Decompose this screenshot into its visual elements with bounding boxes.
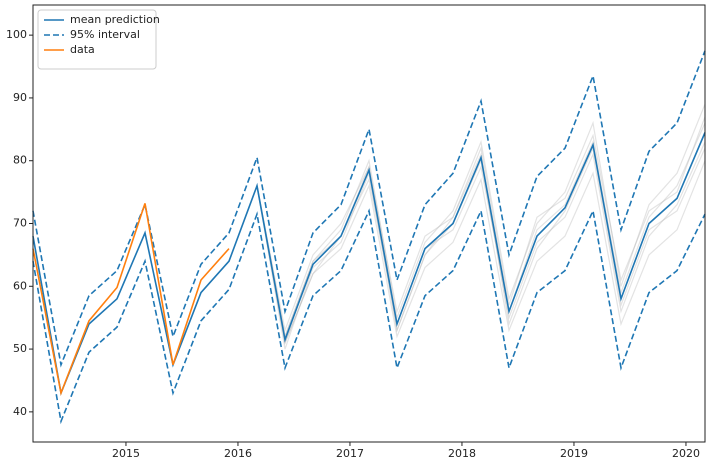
y-tick-label: 100: [6, 28, 27, 41]
x-tick-label: 2018: [448, 447, 476, 460]
y-tick-label: 50: [13, 342, 27, 355]
sample-path: [256, 146, 706, 345]
x-tick-label: 2020: [672, 447, 700, 460]
sample-path: [256, 160, 706, 345]
sample-path: [256, 141, 706, 350]
y-tick-label: 40: [13, 405, 27, 418]
y-tick-label: 90: [13, 91, 27, 104]
y-tick-label: 80: [13, 154, 27, 167]
x-tick-label: 2016: [224, 447, 252, 460]
y-tick-label: 70: [13, 217, 27, 230]
series-line: [32, 132, 706, 396]
interval-lower: [32, 208, 706, 425]
legend-label: data: [70, 43, 95, 56]
x-tick-label: 2017: [336, 447, 364, 460]
x-tick-label: 2019: [560, 447, 588, 460]
sample-path: [256, 103, 706, 339]
series-line: [32, 203, 230, 396]
plot-frame: [32, 4, 706, 443]
y-tick-label: 60: [13, 279, 27, 292]
legend-box: [37, 9, 157, 70]
legend-label: 95% interval: [70, 28, 140, 41]
legend-label: mean prediction: [70, 13, 160, 26]
x-tick-label: 2015: [112, 447, 140, 460]
sample-path: [256, 116, 706, 333]
